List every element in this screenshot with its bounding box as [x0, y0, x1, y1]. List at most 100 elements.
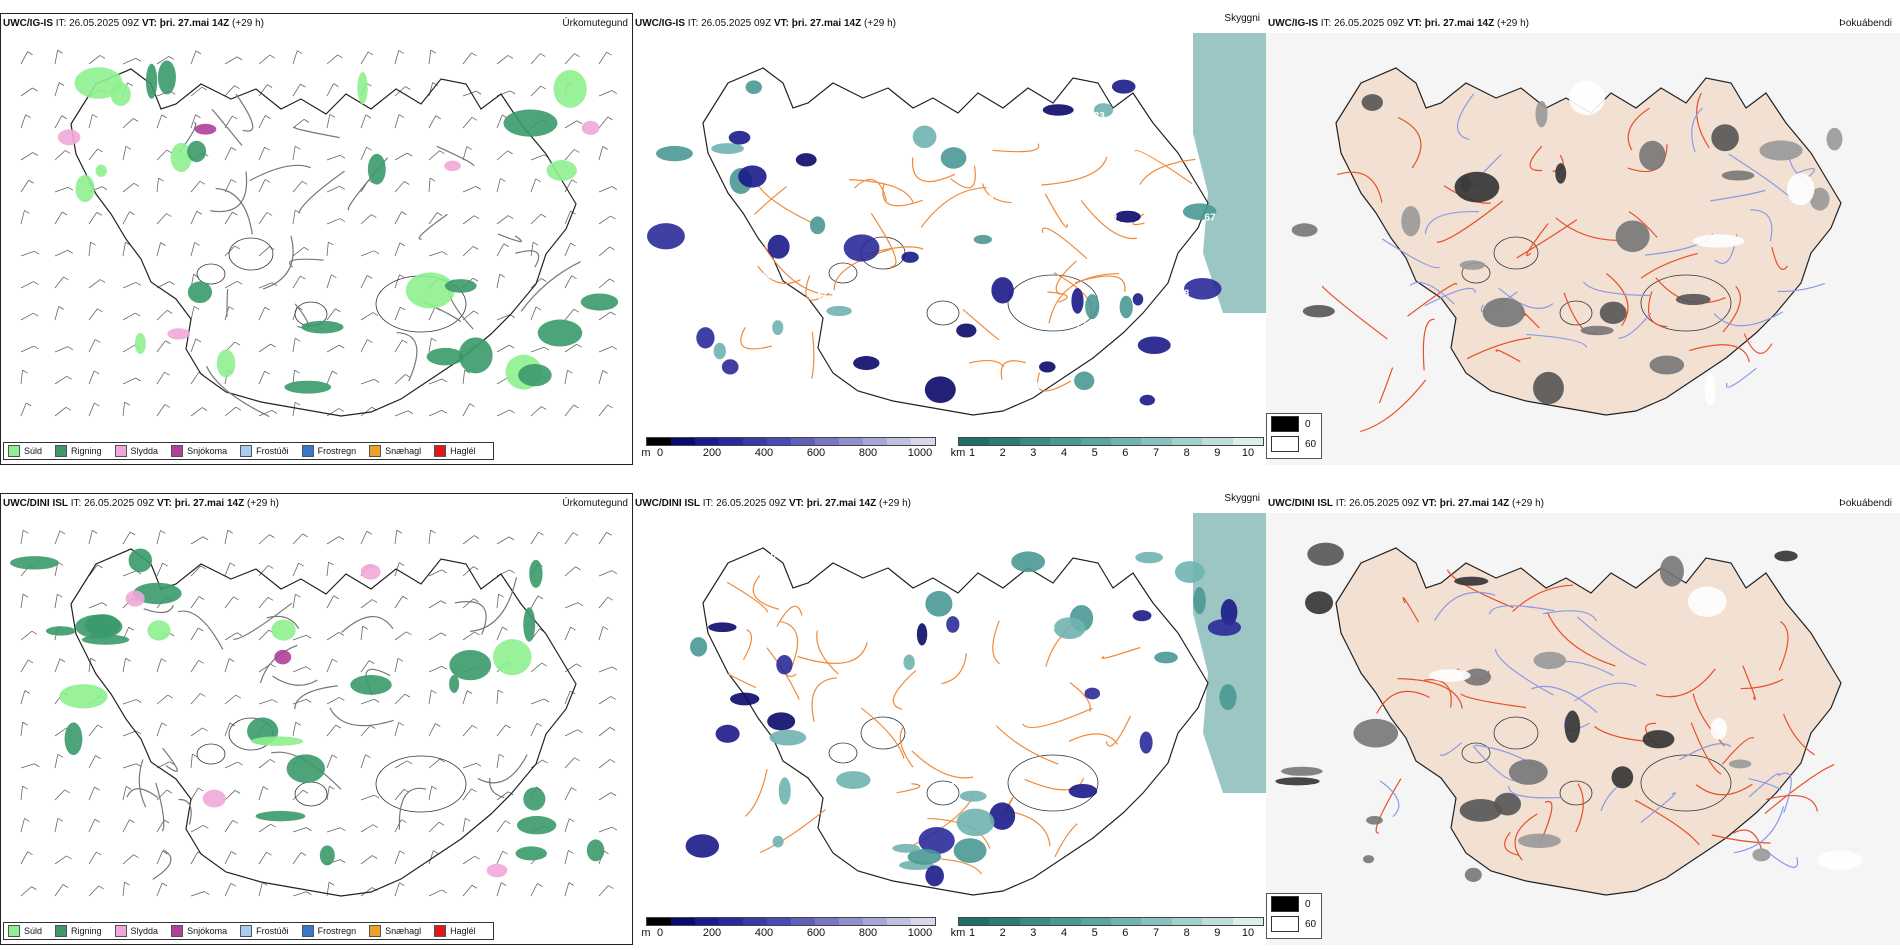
wind-barb — [428, 786, 433, 801]
field-patch — [1302, 304, 1335, 318]
colorbar-tick-label: 8 — [1183, 447, 1190, 459]
wind-barb-flag — [204, 891, 210, 895]
wind-barb — [564, 275, 572, 289]
fog-legend-swatch — [1271, 416, 1299, 432]
colorbar-tick-label: 600 — [806, 447, 826, 459]
wind-barb — [598, 666, 613, 673]
wind-barb — [462, 215, 475, 225]
wind-barb — [564, 308, 575, 321]
legend-item: Rigning — [55, 445, 102, 457]
wind-barb-flag — [474, 215, 480, 220]
wind-barb — [122, 882, 125, 897]
wind-barb-flag — [574, 757, 580, 762]
field-patch — [1463, 668, 1492, 686]
field-patch — [319, 845, 335, 866]
road-line — [1696, 92, 1710, 149]
wind-barb — [54, 818, 59, 833]
field-patch — [767, 712, 796, 731]
wind-barb-flag — [509, 409, 515, 414]
wind-barb-flag — [67, 186, 74, 191]
field-patch — [74, 67, 123, 99]
wind-barb-flag — [398, 722, 404, 726]
road-line — [497, 233, 522, 243]
wind-barb — [428, 632, 442, 641]
field-patch — [1555, 163, 1567, 184]
road-line — [1054, 823, 1078, 858]
wind-barb-flag — [22, 369, 28, 374]
wind-barb-flag — [331, 754, 338, 759]
wind-barb-flag — [500, 178, 506, 182]
visibility-value-label: 48 — [1169, 696, 1181, 707]
wind-barb — [224, 658, 230, 673]
wind-barb — [564, 370, 568, 385]
wind-barb-flag — [339, 218, 346, 222]
road-line — [1439, 742, 1462, 756]
wind-barb — [360, 275, 368, 289]
visibility-value-label: 52 — [1147, 808, 1159, 819]
wind-barb — [190, 114, 196, 129]
wind-barb-flag — [164, 819, 170, 824]
lead-time: (+29 h) — [229, 18, 264, 29]
field-patch — [537, 319, 583, 347]
field-patch — [973, 234, 993, 245]
fog-legend-swatch — [1271, 436, 1299, 452]
field-patch — [1459, 798, 1502, 822]
field-patch — [1642, 730, 1675, 749]
field-patch — [250, 736, 304, 746]
wind-barb — [122, 377, 136, 385]
wind-barb-flag — [611, 570, 618, 575]
field-patch — [1639, 140, 1666, 171]
field-patch — [1071, 288, 1084, 314]
fog-legend-row: 60 — [1267, 434, 1321, 454]
wind-barb — [598, 186, 613, 193]
road-line — [1779, 772, 1792, 813]
wind-barb — [394, 722, 399, 737]
field-patch — [271, 619, 296, 641]
wind-barb-flag — [193, 305, 200, 310]
wind-barb — [54, 727, 67, 737]
wind-barb — [394, 693, 406, 705]
wind-barb — [326, 54, 338, 65]
wind-barb-flag — [474, 855, 480, 860]
road-line — [1640, 792, 1676, 823]
wind-barb-flag — [90, 657, 96, 662]
colorbar-tick-label: 10 — [1241, 447, 1255, 459]
wind-barb-flag — [264, 179, 271, 183]
road-line — [1778, 621, 1789, 671]
wind-barb — [326, 218, 341, 225]
field-patch — [449, 674, 460, 693]
wind-barb — [258, 851, 267, 865]
legend-swatch — [434, 925, 447, 937]
wind-barb — [428, 409, 442, 417]
legend-item: Frostregn — [301, 925, 356, 937]
wind-barb — [258, 565, 269, 577]
field-patch — [1454, 576, 1489, 586]
wind-barb — [530, 723, 538, 737]
wind-barb-flag — [373, 250, 380, 255]
wind-barb — [394, 882, 400, 897]
road-line — [950, 165, 976, 189]
road-line — [1512, 584, 1574, 613]
wind-barb-flag — [269, 54, 275, 59]
wind-barb — [462, 246, 474, 257]
wind-barb-flag — [509, 90, 516, 95]
wind-barb — [496, 851, 504, 865]
road-line — [1044, 193, 1068, 228]
panel-header: UWC/IG-IS IT: 26.05.2025 09Z VT: þri. 27… — [635, 18, 896, 29]
wind-barb-flag — [234, 341, 241, 346]
wind-barb — [598, 311, 611, 321]
colorbar-tick-label: 400 — [754, 447, 774, 459]
lead-time: (+29 h) — [244, 498, 279, 509]
wind-barb-flag — [573, 404, 579, 409]
wind-barb-flag — [570, 626, 576, 631]
wind-barb-flag — [400, 306, 406, 311]
wind-barb-flag — [264, 370, 270, 375]
wind-barb-flag — [161, 658, 167, 663]
wind-barb-flag — [609, 246, 615, 251]
wind-barb-flag — [441, 409, 447, 414]
wind-barb-flag — [328, 881, 335, 886]
wind-barb — [428, 530, 431, 545]
wind-barb — [564, 757, 575, 769]
wind-barb — [360, 339, 368, 353]
wind-barb-flag — [541, 662, 547, 667]
